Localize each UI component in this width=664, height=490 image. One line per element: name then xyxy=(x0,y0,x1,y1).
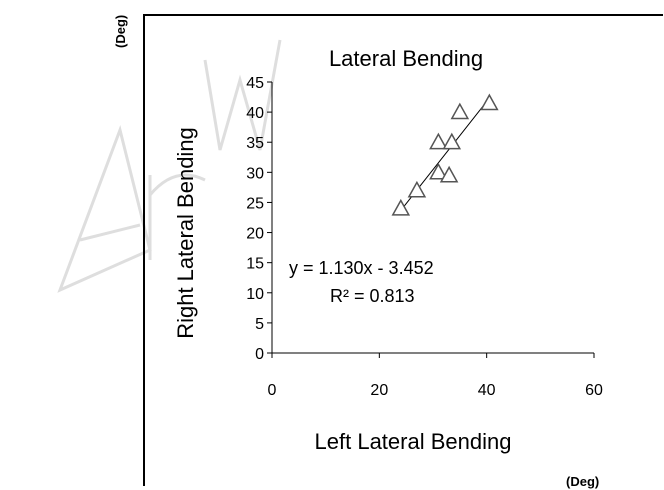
data-point-triangle xyxy=(407,180,427,198)
x-tick-label: 60 xyxy=(585,382,603,399)
axes xyxy=(267,81,595,358)
tick-labels: 0 5 10 15 20 25 30 35 40 45 0 20 40 60 xyxy=(246,75,603,399)
chart-title: Lateral Bending xyxy=(329,46,483,71)
y-tick-label: 25 xyxy=(246,195,264,212)
y-tick-label: 10 xyxy=(246,286,264,303)
data-point-triangle xyxy=(442,132,462,150)
r-squared-label: R² = 0.813 xyxy=(330,286,415,306)
x-tick-label: 20 xyxy=(370,382,388,399)
y-tick-label: 20 xyxy=(246,226,264,243)
data-point-triangle xyxy=(439,165,459,183)
data-point-triangle xyxy=(429,132,448,150)
y-tick-label: 0 xyxy=(255,346,264,363)
x-tick-label: 0 xyxy=(268,382,277,399)
data-points xyxy=(391,93,499,216)
equation-label: y = 1.130x - 3.452 xyxy=(289,258,434,278)
x-axis-title: Left Lateral Bending xyxy=(315,429,512,454)
data-point-triangle xyxy=(480,93,499,111)
data-point-triangle xyxy=(429,162,448,180)
y-tick-label: 35 xyxy=(246,135,264,152)
y-tick-label: 40 xyxy=(246,105,264,122)
y-tick-label: 5 xyxy=(255,316,264,333)
data-point-triangle xyxy=(391,198,411,216)
y-axis-title: Right Lateral Bending xyxy=(173,127,198,339)
y-tick-label: 15 xyxy=(246,256,264,273)
y-tick-label: 30 xyxy=(246,165,264,182)
x-tick-label: 40 xyxy=(478,382,496,399)
data-point-triangle xyxy=(450,102,470,120)
figure-frame xyxy=(143,14,663,486)
y-tick-label: 45 xyxy=(246,75,264,92)
x-unit-label: (Deg) xyxy=(566,474,600,489)
